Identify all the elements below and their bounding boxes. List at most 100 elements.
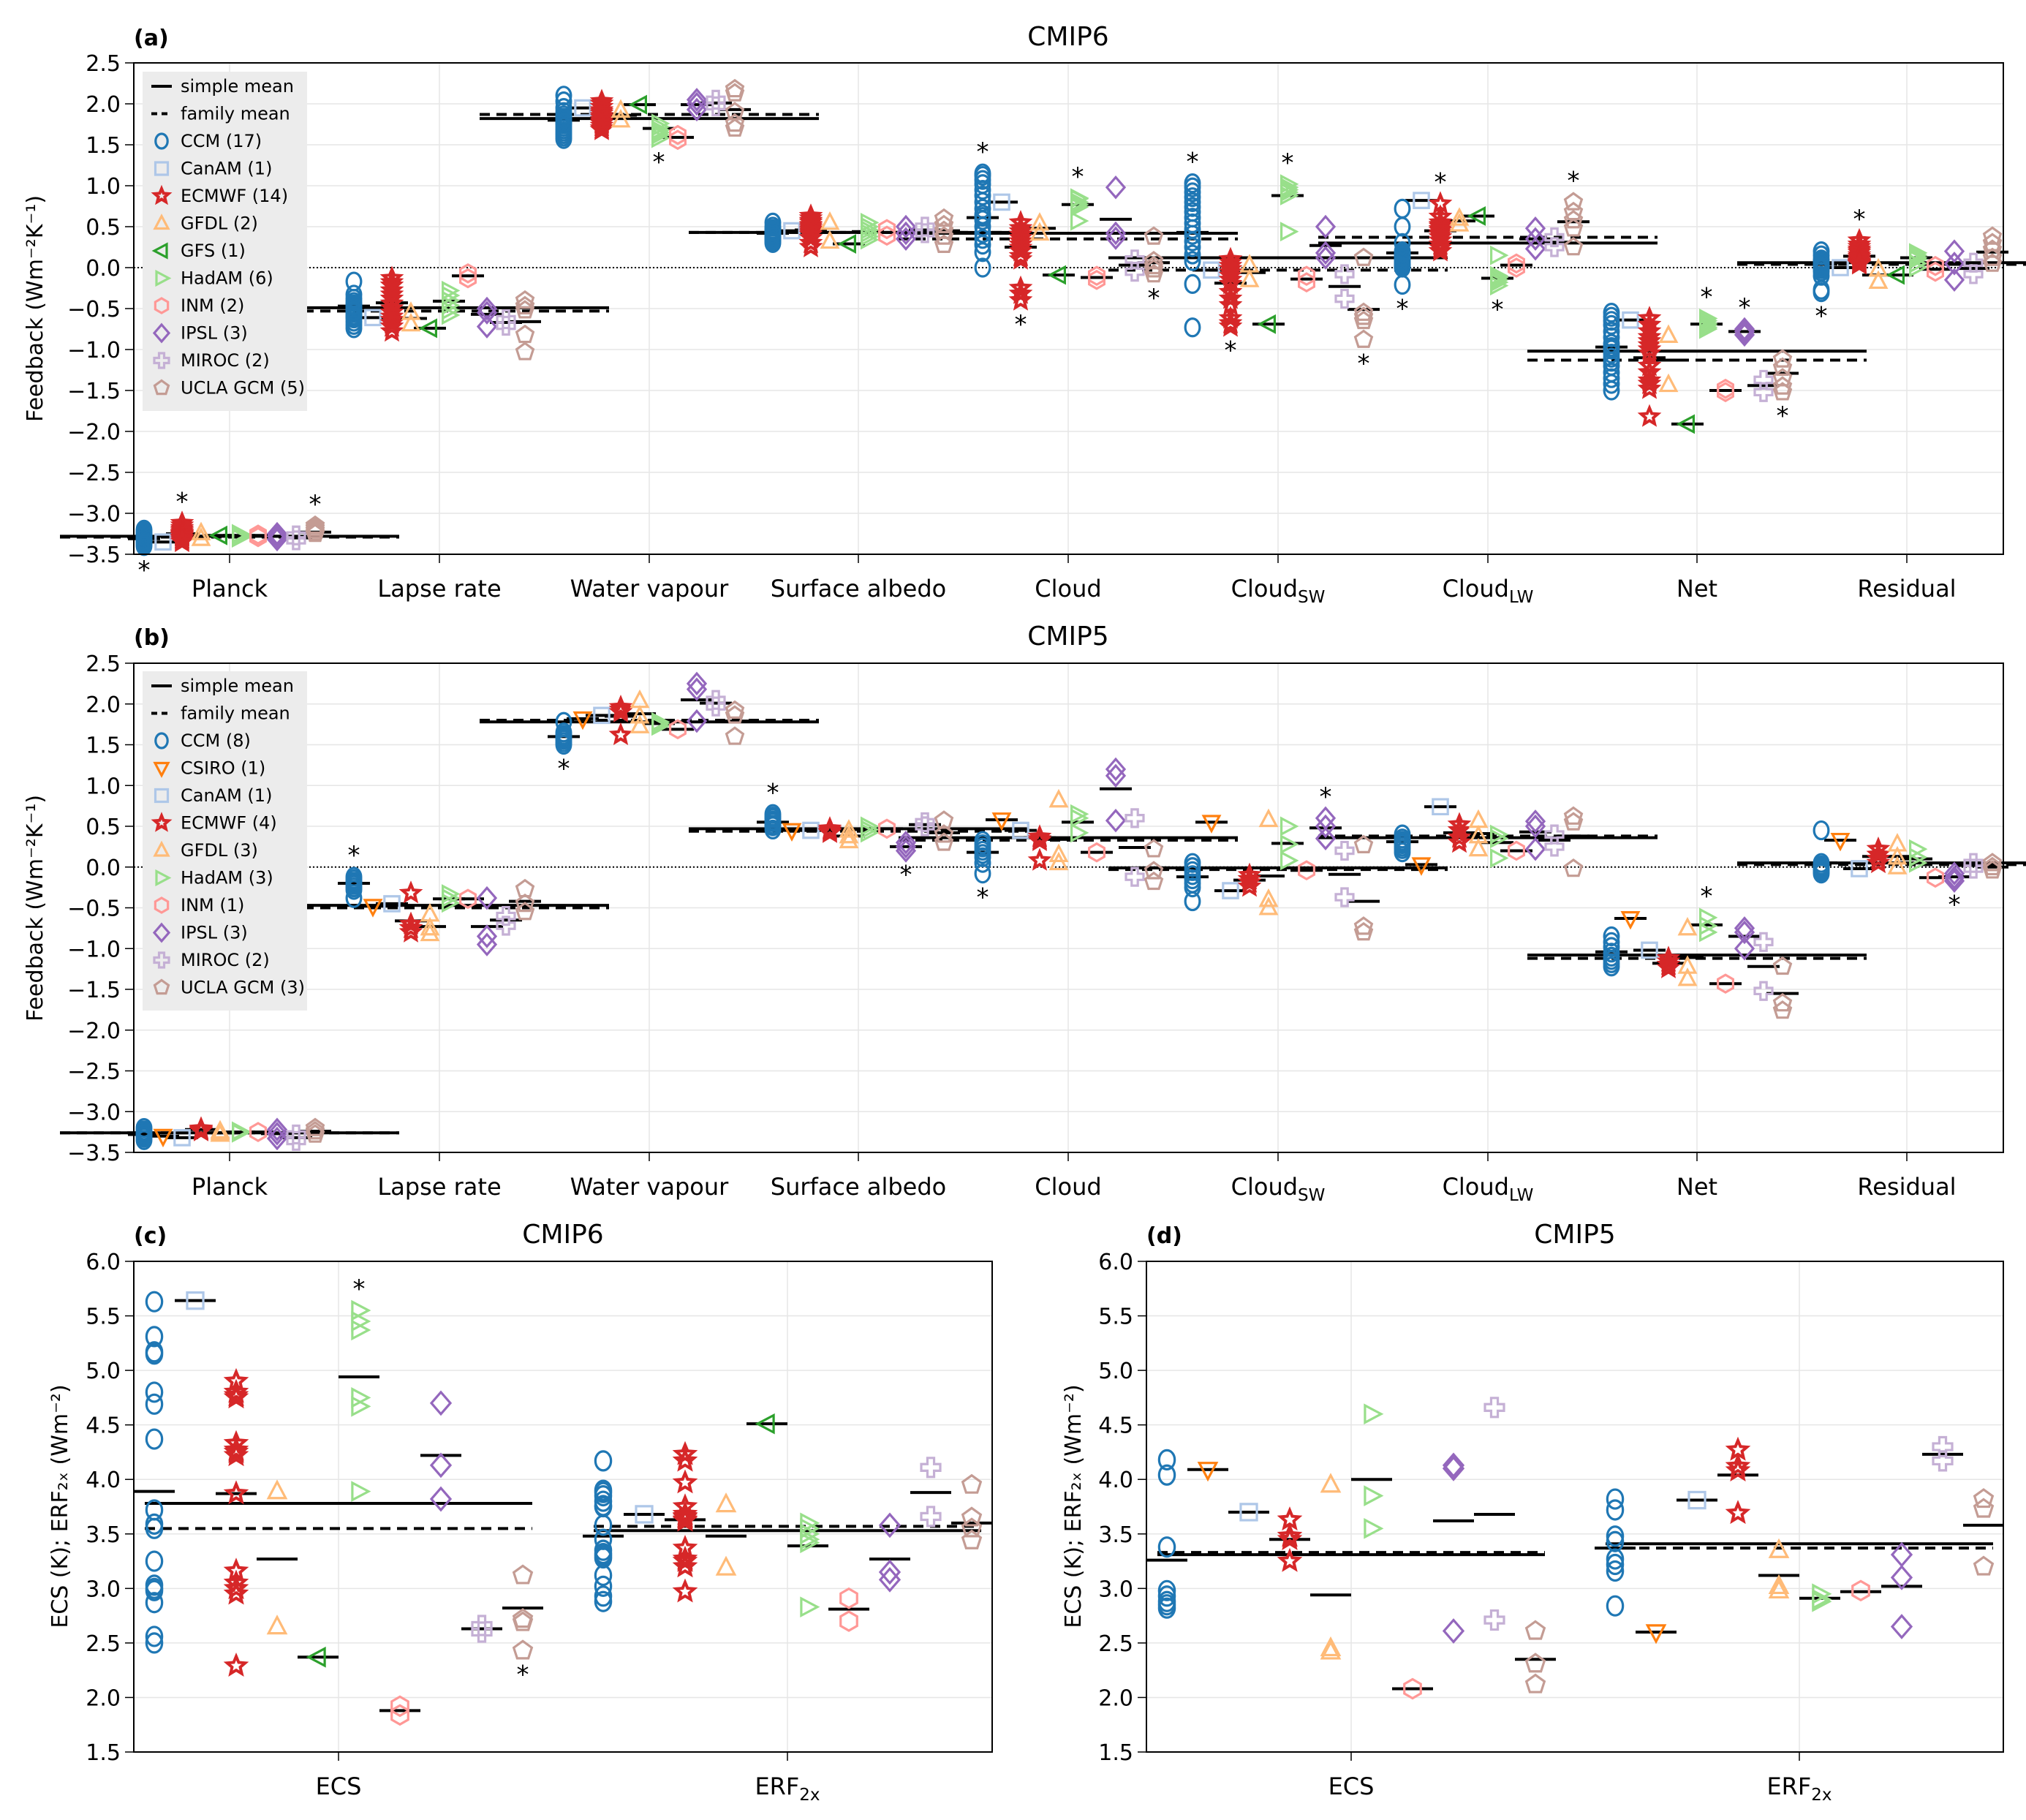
series-ucla	[1524, 1488, 1995, 1693]
data-point	[515, 893, 535, 913]
legend-marker-gfdl	[153, 214, 170, 230]
y-tick-label: 2.5	[86, 1631, 121, 1657]
significance-asterisk: *	[138, 556, 151, 585]
data-point	[1008, 243, 1033, 267]
series-ccm	[145, 1291, 613, 1654]
data-point	[961, 1473, 983, 1494]
legend-label: family mean	[181, 703, 290, 724]
data-point	[1184, 231, 1201, 252]
data-point	[764, 230, 782, 251]
data-point	[589, 113, 614, 137]
data-point	[1237, 869, 1262, 893]
data-point	[1813, 282, 1830, 303]
data-point	[286, 530, 306, 551]
data-point	[861, 230, 880, 250]
data-point	[1606, 1530, 1625, 1552]
legend-label: INM (1)	[181, 895, 244, 915]
data-point	[1483, 1397, 1505, 1419]
y-tick-label: 2.0	[86, 1685, 121, 1711]
data-point	[351, 1395, 371, 1417]
y-tick-label: 3.5	[1098, 1522, 1133, 1548]
y-tick-label: −3.5	[67, 543, 121, 568]
data-point	[1637, 376, 1662, 399]
data-point	[145, 1428, 164, 1450]
significance-asterisk: *	[1853, 205, 1866, 234]
data-point	[878, 225, 896, 246]
data-point	[839, 824, 859, 844]
data-point	[223, 1382, 249, 1407]
y-tick-label: −2.0	[67, 420, 121, 445]
data-point	[1963, 858, 1984, 879]
data-point	[764, 219, 782, 239]
data-point	[1606, 1488, 1625, 1510]
data-point	[390, 1695, 409, 1718]
legend-marker-gfs	[151, 242, 168, 260]
data-point	[1641, 941, 1658, 959]
plot-area: 6.0 5.5 5.0 4.5 4.0 3.5 3.0 2.5 2.0 1.5 ECS ERF2x * *	[86, 1250, 993, 1805]
data-point	[1768, 1574, 1790, 1595]
data-point	[715, 1492, 737, 1513]
series-miroc	[286, 690, 1984, 1151]
data-point	[574, 99, 591, 117]
significance-asterisk: *	[977, 883, 989, 913]
data-point	[725, 78, 745, 98]
data-point	[1606, 1595, 1625, 1617]
data-point	[1239, 268, 1260, 287]
y-axis-label: Feedback (Wm⁻²K⁻¹)	[23, 195, 48, 422]
data-point	[1048, 843, 1069, 863]
x-tick-label: Residual	[1857, 1173, 1956, 1201]
significance-asterisk: *	[1072, 162, 1084, 192]
data-point	[1890, 1614, 1913, 1639]
data-point	[1687, 1490, 1706, 1510]
y-tick-label: −3.0	[67, 1100, 121, 1125]
data-point	[1432, 798, 1449, 816]
data-point	[1008, 287, 1033, 311]
data-point	[305, 518, 325, 537]
series-ucla: *	[512, 1473, 983, 1689]
y-tick-label: 6.0	[1098, 1250, 1133, 1275]
data-point	[383, 895, 401, 913]
legend-label: family mean	[181, 104, 290, 124]
data-point	[1656, 952, 1681, 975]
x-tick-label: Residual	[1857, 575, 1956, 603]
legend-marker-ipsl	[152, 922, 171, 943]
data-point	[672, 1503, 698, 1528]
data-point	[1353, 247, 1374, 266]
data-point	[208, 525, 227, 545]
data-point	[1866, 842, 1891, 865]
data-point	[934, 832, 954, 851]
data-point	[1620, 910, 1641, 930]
data-point	[1334, 288, 1355, 309]
data-point	[1544, 227, 1565, 248]
legend-marker-inm	[154, 896, 170, 914]
x-tick-label: ERF2x	[1766, 1772, 1832, 1805]
data-point	[1428, 232, 1453, 255]
data-point	[572, 711, 593, 730]
data-point	[782, 823, 802, 842]
significance-asterisk: *	[977, 137, 989, 167]
data-point	[1315, 214, 1337, 239]
data-point	[630, 689, 650, 709]
data-point	[476, 932, 498, 956]
data-point	[515, 300, 535, 319]
data-point	[1753, 382, 1774, 402]
data-point	[725, 113, 745, 132]
data-point	[266, 1122, 288, 1146]
data-point	[1768, 1578, 1790, 1599]
significance-asterisk: *	[558, 755, 570, 784]
data-point	[191, 527, 211, 546]
y-tick-label: −1.0	[67, 338, 121, 363]
y-tick-label: 1.5	[86, 733, 121, 759]
data-point	[1184, 224, 1201, 245]
data-point	[1105, 808, 1127, 833]
data-point	[1982, 226, 2003, 245]
y-tick-label: −0.5	[67, 297, 121, 322]
data-point	[1483, 1609, 1505, 1631]
series-ucla: * * * * *	[305, 78, 2003, 543]
panel-c-cmip6-ecs-erf: (c) CMIP6 ECS (K); ERF₂ₓ (Wm⁻²) 6.0 5.5 5.…	[48, 1220, 993, 1805]
data-point	[145, 1326, 164, 1348]
y-tick-label: 3.5	[86, 1522, 121, 1548]
data-point	[934, 208, 954, 227]
series-canam	[1239, 1490, 1706, 1522]
data-point	[1048, 851, 1069, 871]
